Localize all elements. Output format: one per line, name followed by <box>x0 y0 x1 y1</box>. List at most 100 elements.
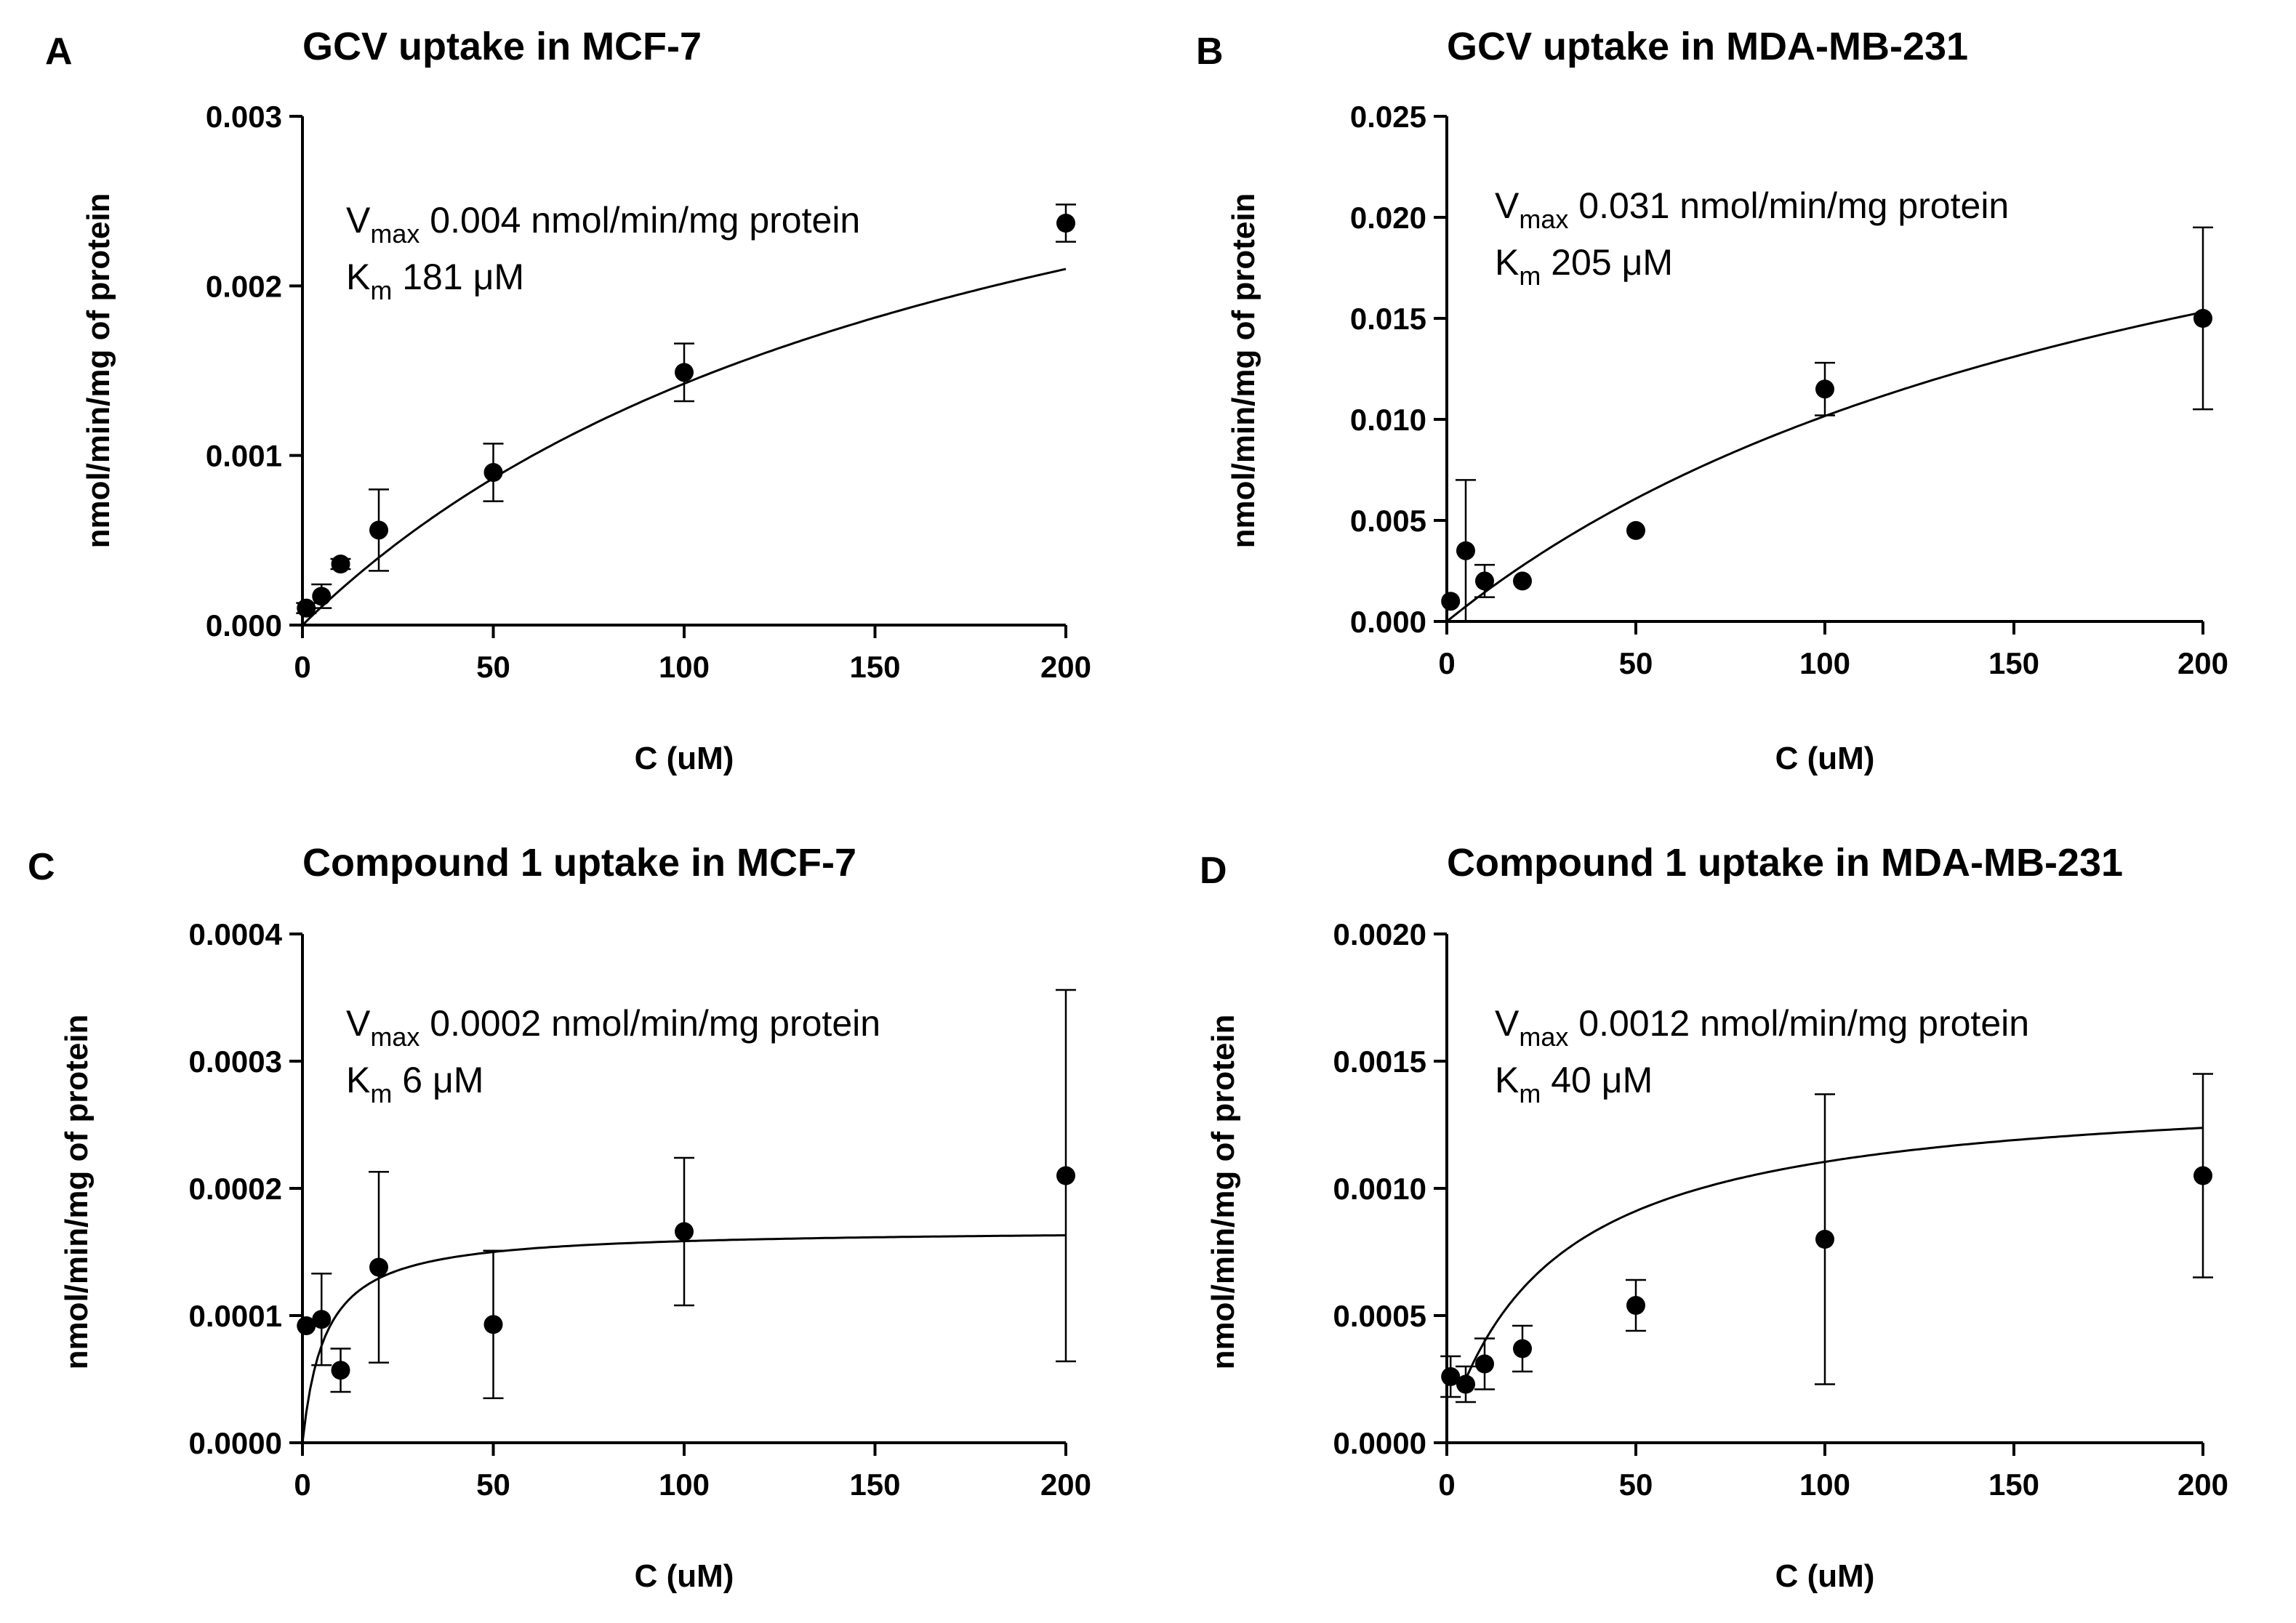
x-tick-label: 200 <box>2177 1467 2228 1502</box>
data-point <box>1815 1230 1834 1249</box>
data-point <box>1475 571 1494 591</box>
chart-title: Compound 1 uptake in MCF-7 <box>302 841 856 885</box>
y-tick-label: 0.001 <box>206 439 282 473</box>
x-axis-label: C (uM) <box>635 1558 734 1594</box>
km-symbol: K <box>346 257 370 297</box>
km-annotation: Km 40 μM <box>1495 1060 1653 1108</box>
vmax-value: 0.004 nmol/min/mg protein <box>420 200 860 241</box>
x-tick-label: 100 <box>1799 1467 1850 1502</box>
vmax-value: 0.0002 nmol/min/mg protein <box>420 1003 880 1044</box>
km-annotation: Km 205 μM <box>1495 242 1673 291</box>
y-axis-label: nmol/min/mg of protein <box>1226 193 1261 549</box>
y-tick-label: 0.005 <box>1350 504 1426 538</box>
vmax-symbol: V <box>346 1003 371 1044</box>
km-value: 181 μM <box>392 257 524 297</box>
fit-curve <box>301 267 1067 627</box>
y-tick-label: 0.010 <box>1350 403 1426 437</box>
vmax-symbol: V <box>1495 1003 1520 1044</box>
y-axis-label: nmol/min/mg of protein <box>59 1015 95 1370</box>
data-point <box>675 363 694 382</box>
vmax-symbol: V <box>1495 185 1520 226</box>
y-tick-label: 0.003 <box>206 100 282 134</box>
km-subscript: m <box>370 1079 392 1108</box>
km-value: 40 μM <box>1541 1060 1653 1100</box>
y-tick-label: 0.0000 <box>189 1426 282 1460</box>
x-tick-label: 0 <box>1438 1467 1455 1502</box>
km-value: 205 μM <box>1541 242 1673 283</box>
vmax-annotation: Vmax 0.0012 nmol/min/mg protein <box>1495 1003 2029 1052</box>
km-value: 6 μM <box>392 1060 483 1100</box>
y-tick-label: 0.002 <box>206 269 282 303</box>
km-symbol: K <box>1495 1060 1519 1100</box>
data-point <box>1626 1296 1645 1315</box>
data-point <box>1626 520 1645 540</box>
km-symbol: K <box>346 1060 370 1100</box>
x-tick-label: 0 <box>294 650 310 684</box>
panel-a: A GCV uptake in MCF-7 0.000 0.001 0.002 0.003… <box>45 25 1091 776</box>
data-point <box>2193 309 2212 328</box>
data-point <box>1475 1354 1494 1374</box>
x-tick-label: 200 <box>2177 646 2228 680</box>
y-tick-label: 0.015 <box>1350 302 1426 336</box>
x-tick-label: 0 <box>294 1467 310 1502</box>
x-tick-label: 150 <box>1988 646 2039 680</box>
y-tick-label: 0.000 <box>206 608 282 643</box>
y-axis-label: nmol/min/mg of protein <box>1205 1015 1241 1370</box>
x-tick-label: 100 <box>1799 646 1850 680</box>
data-point <box>1513 571 1532 591</box>
vmax-subscript: max <box>370 219 420 249</box>
vmax-symbol: V <box>346 200 371 241</box>
data-point <box>1456 1374 1475 1394</box>
vmax-value: 0.031 nmol/min/mg protein <box>1568 185 2009 226</box>
data-point <box>1815 379 1834 399</box>
km-annotation: Km 181 μM <box>346 257 524 305</box>
x-tick-label: 150 <box>849 650 900 684</box>
x-axis-label: C (uM) <box>1775 1558 1875 1594</box>
data-point <box>483 463 503 482</box>
vmax-annotation: Vmax 0.031 nmol/min/mg protein <box>1495 185 2009 234</box>
vmax-subscript: max <box>1519 1022 1568 1052</box>
vmax-subscript: max <box>370 1022 420 1052</box>
y-axis-label: nmol/min/mg of protein <box>81 193 116 549</box>
panel-letter: C <box>28 846 55 888</box>
y-tick-label: 0.0001 <box>189 1299 282 1333</box>
vmax-annotation: Vmax 0.0002 nmol/min/mg protein <box>346 1003 880 1052</box>
y-tick-label: 0.0003 <box>189 1044 282 1079</box>
y-tick-label: 0.0000 <box>1333 1426 1426 1460</box>
data-point <box>1513 1339 1532 1358</box>
km-subscript: m <box>370 275 392 305</box>
km-annotation: Km 6 μM <box>346 1060 483 1108</box>
x-axis-label: C (uM) <box>1775 741 1875 776</box>
data-point <box>1441 1367 1461 1386</box>
y-tick-label: 0.000 <box>1350 605 1426 639</box>
y-tick-label: 0.0004 <box>189 917 283 951</box>
data-point <box>297 1316 316 1335</box>
data-point <box>312 1310 332 1329</box>
x-axis-label: C (uM) <box>635 741 734 776</box>
y-tick-label: 0.0005 <box>1333 1299 1426 1333</box>
y-tick-label: 0.0020 <box>1333 917 1426 951</box>
km-symbol: K <box>1495 242 1519 283</box>
panel-letter: B <box>1196 31 1224 73</box>
x-tick-label: 200 <box>1040 1467 1091 1502</box>
data-point <box>1441 592 1461 611</box>
chart-title: Compound 1 uptake in MDA-MB-231 <box>1447 841 2123 885</box>
vmax-annotation: Vmax 0.004 nmol/min/mg protein <box>346 200 860 249</box>
panel-d: D Compound 1 uptake in MDA-MB-231 0.0000 0.… <box>1200 841 2228 1594</box>
y-tick-label: 0.020 <box>1350 201 1426 235</box>
data-point <box>369 520 388 540</box>
data-point <box>331 555 350 573</box>
km-subscript: m <box>1519 1079 1541 1108</box>
data-point <box>1056 214 1075 233</box>
x-tick-label: 200 <box>1040 650 1091 684</box>
y-tick-label: 0.0010 <box>1333 1172 1426 1206</box>
fit-curve <box>1464 1127 2204 1380</box>
x-tick-label: 150 <box>1988 1467 2039 1502</box>
vmax-value: 0.0012 nmol/min/mg protein <box>1568 1003 2029 1044</box>
x-tick-label: 50 <box>476 650 510 684</box>
data-point <box>1056 1166 1075 1185</box>
data-point <box>483 1315 503 1334</box>
chart-title: GCV uptake in MCF-7 <box>302 25 702 68</box>
data-point <box>331 1361 350 1380</box>
